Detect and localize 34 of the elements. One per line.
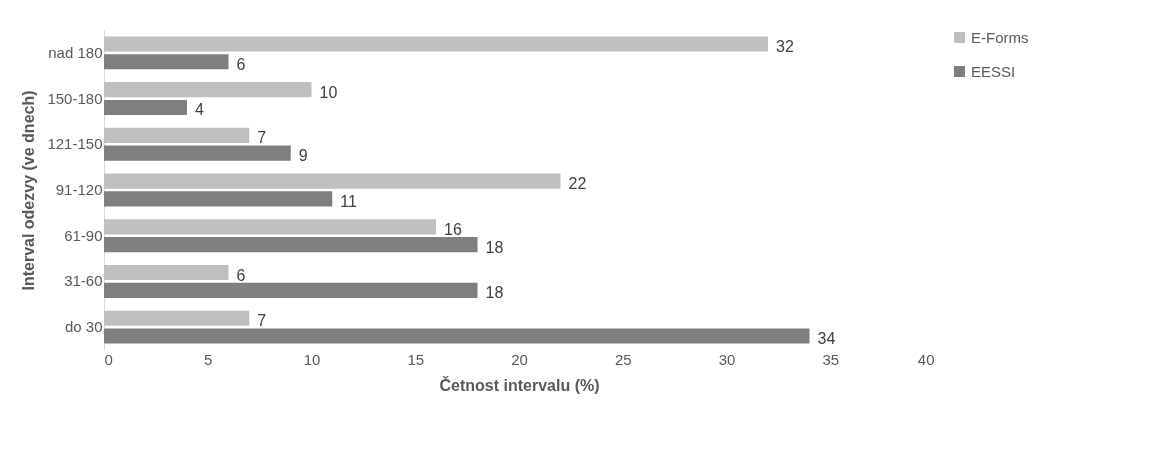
data-label: 4 (195, 101, 204, 119)
data-label: 18 (485, 284, 504, 302)
data-label: 32 (776, 37, 794, 55)
x-tick-label: 0 (104, 350, 113, 368)
y-axis-title: Interval odezvy (ve dnech) (20, 90, 38, 291)
y-tick-label: nad 180 (48, 43, 103, 61)
data-label: 22 (568, 175, 587, 193)
data-label: 6 (236, 55, 246, 73)
x-tick-label: 35 (822, 350, 840, 368)
x-tick-label: 40 (917, 350, 935, 368)
x-tick-label: 5 (204, 350, 213, 368)
data-label: 7 (257, 312, 267, 330)
y-tick-label: 31-60 (64, 272, 103, 290)
x-tick-label: 30 (718, 350, 736, 368)
x-tick-label: 25 (614, 350, 632, 368)
y-tick-label: 61-90 (64, 226, 103, 244)
y-tick-label: 91-120 (55, 181, 103, 198)
y-tick-label: 121-150 (47, 135, 103, 153)
x-tick-label: 10 (303, 350, 321, 368)
y-tick-label: do 30 (64, 318, 103, 336)
data-label: 6 (236, 266, 246, 284)
x-tick-label: 20 (511, 350, 528, 368)
legend-label: EESSI (971, 62, 1016, 80)
data-label: 9 (298, 147, 308, 165)
data-label: 18 (485, 238, 504, 256)
data-label: 34 (817, 330, 836, 348)
x-axis-title: Četnost intervalu (%) (439, 375, 600, 394)
data-label: 10 (319, 83, 338, 101)
x-tick-label: 15 (407, 350, 425, 368)
legend-label: E-Forms (971, 28, 1029, 46)
data-label: 11 (340, 192, 357, 210)
y-tick-label: 150-180 (47, 89, 103, 107)
data-label: 16 (444, 220, 462, 238)
data-label: 7 (257, 129, 267, 147)
